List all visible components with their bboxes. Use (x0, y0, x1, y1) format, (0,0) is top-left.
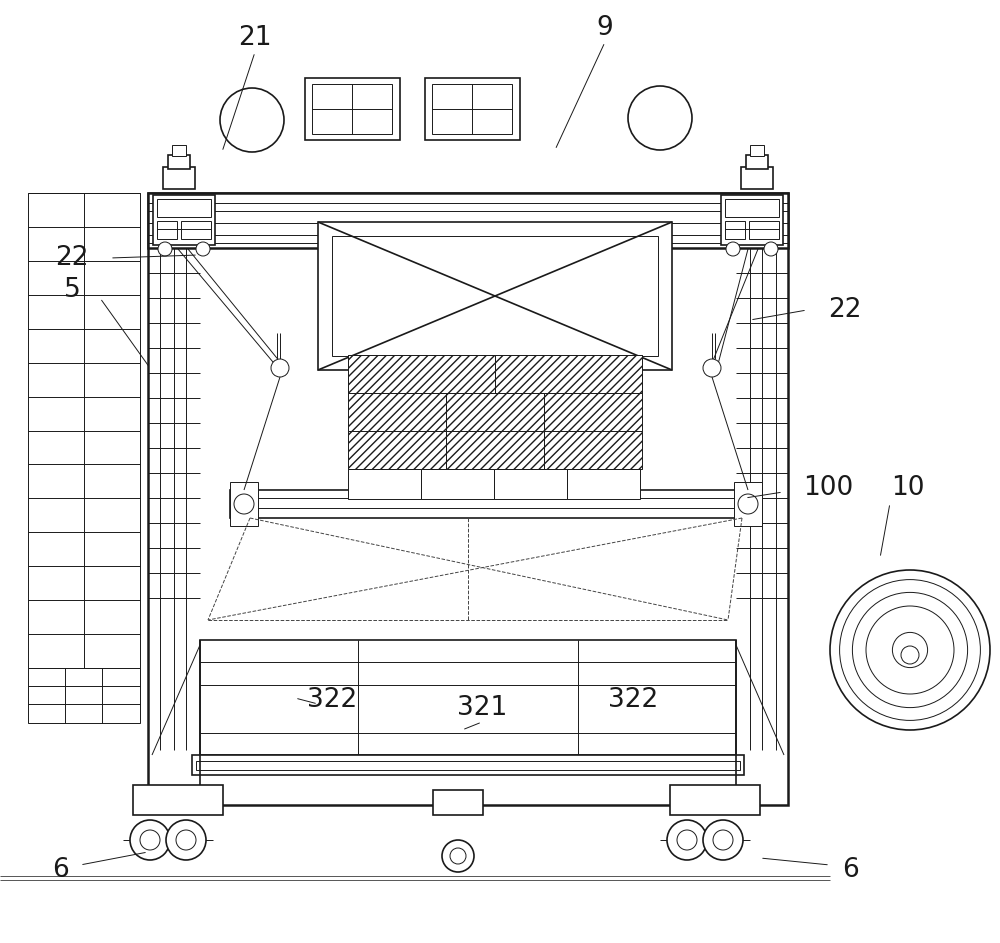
Bar (421, 469, 494, 499)
Text: 22: 22 (55, 245, 89, 271)
Circle shape (703, 820, 743, 860)
Text: 6: 6 (842, 857, 858, 883)
Bar (230, 482, 258, 526)
Circle shape (726, 242, 740, 256)
Bar (28, 668, 140, 723)
Text: 322: 322 (608, 687, 658, 713)
Circle shape (703, 359, 721, 377)
Bar (348, 469, 421, 499)
Bar (163, 167, 195, 189)
Circle shape (628, 86, 692, 150)
Bar (905, 612, 915, 626)
Circle shape (158, 242, 172, 256)
Bar (892, 660, 928, 672)
Circle shape (667, 820, 707, 860)
Bar (148, 193, 788, 248)
Bar (348, 431, 446, 469)
Circle shape (176, 830, 196, 850)
Text: 100: 100 (803, 475, 853, 501)
Bar (746, 155, 768, 169)
Circle shape (713, 830, 733, 850)
Bar (348, 393, 446, 431)
Circle shape (450, 848, 466, 864)
Bar (168, 155, 190, 169)
Circle shape (442, 840, 474, 872)
Text: 21: 21 (238, 25, 272, 51)
Bar (312, 84, 392, 134)
Circle shape (140, 830, 160, 850)
Bar (230, 490, 762, 518)
Bar (902, 625, 918, 645)
Bar (495, 355, 642, 393)
Bar (425, 78, 520, 140)
Bar (750, 145, 764, 156)
Circle shape (166, 820, 206, 860)
Text: 322: 322 (307, 687, 357, 713)
Bar (196, 761, 740, 770)
Circle shape (764, 242, 778, 256)
Circle shape (892, 633, 928, 668)
Bar (446, 431, 544, 469)
Text: 22: 22 (828, 297, 862, 323)
Circle shape (234, 494, 254, 514)
Text: 5: 5 (64, 277, 80, 303)
Bar (495, 355, 642, 393)
Bar (148, 193, 788, 805)
Bar (895, 670, 905, 678)
Bar (28, 193, 140, 668)
Bar (157, 221, 177, 239)
Bar (318, 222, 672, 370)
Circle shape (830, 570, 990, 730)
Bar (305, 78, 400, 140)
Bar (157, 199, 211, 217)
Bar (433, 790, 483, 815)
Bar (721, 195, 783, 245)
Bar (734, 482, 762, 526)
Circle shape (901, 646, 919, 664)
Text: 321: 321 (457, 695, 507, 721)
Text: 6: 6 (52, 857, 68, 883)
Bar (725, 199, 779, 217)
Bar (432, 84, 512, 134)
Circle shape (271, 359, 289, 377)
Bar (348, 355, 495, 393)
Text: 9: 9 (597, 15, 613, 41)
Bar (181, 221, 211, 239)
Bar (172, 145, 186, 156)
Bar (567, 469, 640, 499)
Circle shape (677, 830, 697, 850)
Circle shape (738, 494, 758, 514)
Bar (725, 221, 745, 239)
Bar (153, 195, 215, 245)
Bar (494, 469, 567, 499)
Circle shape (220, 88, 284, 152)
Bar (133, 785, 223, 815)
Bar (348, 355, 495, 393)
Bar (332, 236, 658, 356)
Circle shape (130, 820, 170, 860)
Bar (544, 393, 642, 431)
Bar (192, 755, 744, 775)
Bar (670, 785, 760, 815)
Bar (200, 640, 736, 755)
Bar (749, 221, 779, 239)
Text: 10: 10 (891, 475, 925, 501)
Circle shape (196, 242, 210, 256)
Bar (915, 665, 929, 675)
Bar (741, 167, 773, 189)
Bar (446, 393, 544, 431)
Bar (544, 431, 642, 469)
